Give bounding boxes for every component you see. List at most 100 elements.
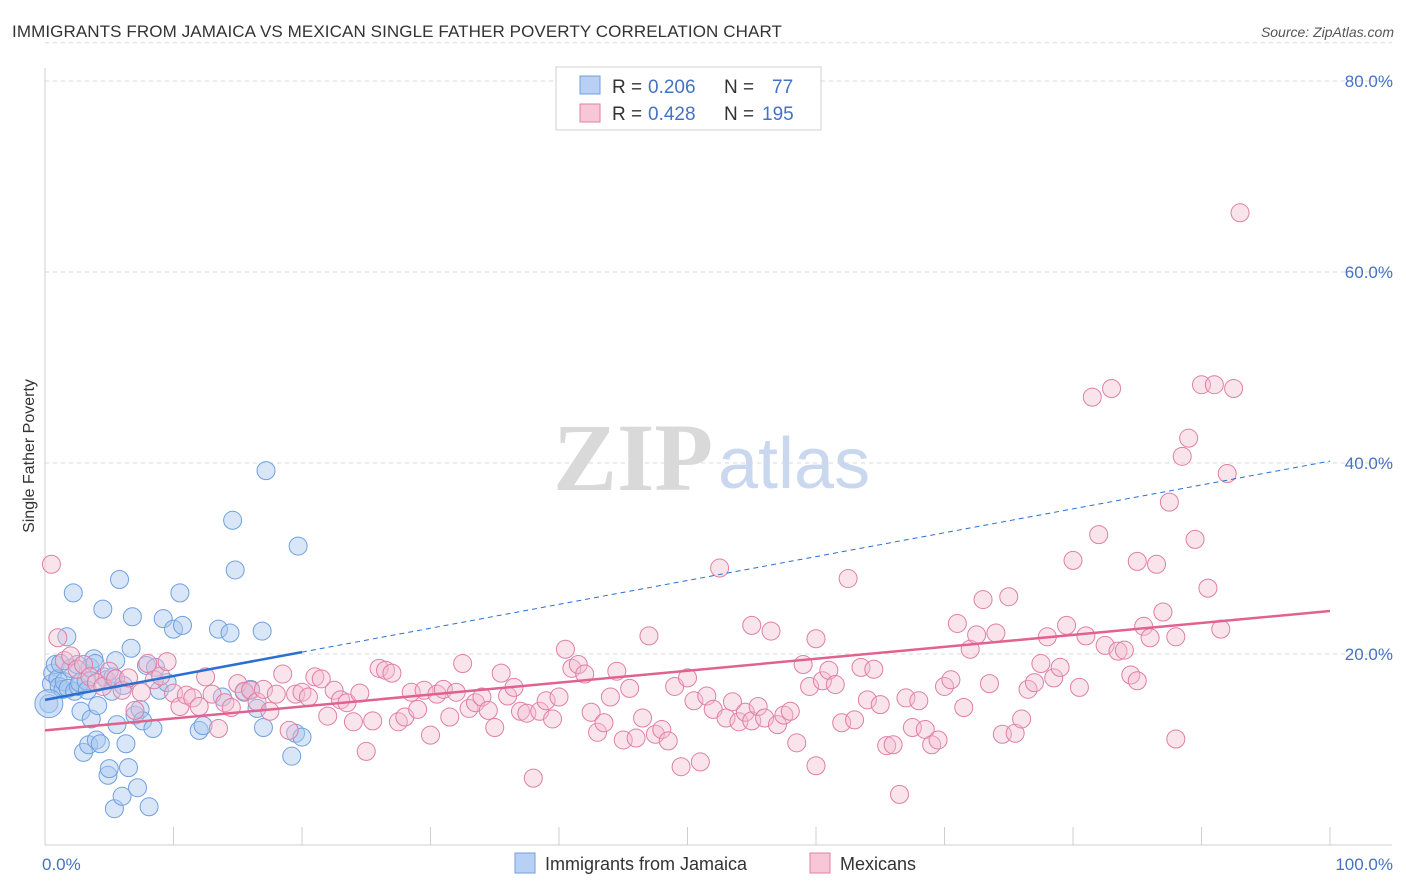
point-mexicans <box>890 784 910 804</box>
point-mexicans <box>1166 627 1186 647</box>
point-mexicans <box>690 752 710 772</box>
point-jamaica <box>130 699 150 719</box>
point-mexicans <box>1140 628 1160 648</box>
chart-title: IMMIGRANTS FROM JAMAICA VS MEXICAN SINGL… <box>12 22 782 41</box>
point-mexicans <box>356 741 376 761</box>
trend-mexicans <box>44 609 1331 732</box>
point-mexicans <box>523 768 543 788</box>
legend-r-value-1: 0.206 <box>648 77 696 98</box>
point-jamaica <box>63 583 83 603</box>
point-mexicans <box>305 667 325 687</box>
series-mexicans-points <box>41 203 1250 804</box>
point-mexicans <box>1159 492 1179 512</box>
point-mexicans <box>1127 671 1147 691</box>
point-mexicans <box>883 735 903 755</box>
point-mexicans <box>806 756 826 776</box>
point-mexicans <box>870 695 890 715</box>
point-mexicans <box>408 699 428 719</box>
point-mexicans <box>1057 615 1077 635</box>
point-mexicans <box>1230 203 1250 223</box>
point-mexicans <box>896 688 916 708</box>
point-mexicans <box>639 626 659 646</box>
point-mexicans <box>979 674 999 694</box>
y-tick-label: 60.0% <box>1345 263 1393 282</box>
point-mexicans <box>620 678 640 698</box>
point-mexicans <box>1108 641 1128 661</box>
point-mexicans <box>1185 529 1205 549</box>
point-mexicans <box>421 725 440 745</box>
point-jamaica <box>122 607 142 627</box>
point-mexicans <box>318 706 338 726</box>
point-mexicans <box>710 558 730 578</box>
legend-swatch-jamaica <box>579 75 601 95</box>
y-tick-labels: 20.0% 40.0% 60.0% 80.0% <box>1345 72 1393 664</box>
point-mexicans <box>678 668 697 688</box>
point-mexicans <box>1217 464 1237 484</box>
point-jamaica <box>252 621 272 641</box>
point-mexicans <box>588 722 608 742</box>
watermark-atlas: atlas <box>718 424 870 504</box>
point-mexicans <box>48 628 68 648</box>
point-jamaica <box>119 758 139 778</box>
point-mexicans <box>909 691 929 711</box>
point-jamaica <box>253 718 273 738</box>
x-tick-labels: 0.0% 100.0% <box>42 855 1393 874</box>
point-mexicans <box>825 675 845 695</box>
point-mexicans <box>716 708 736 728</box>
point-mexicans <box>440 707 460 727</box>
point-mexicans <box>543 709 563 729</box>
point-mexicans <box>1198 578 1218 598</box>
point-mexicans <box>1204 375 1224 395</box>
point-jamaica <box>110 570 130 590</box>
trend-jamaica-extension <box>301 460 1331 653</box>
point-mexicans <box>986 623 1006 643</box>
point-jamaica <box>288 536 308 556</box>
point-mexicans <box>581 702 601 722</box>
point-jamaica <box>90 734 110 754</box>
x-tick-label-min: 0.0% <box>42 855 81 874</box>
point-jamaica <box>282 746 302 766</box>
point-mexicans <box>1114 640 1134 660</box>
point-mexicans <box>748 697 768 717</box>
series-jamaica-points <box>34 461 312 819</box>
point-mexicans <box>626 728 646 748</box>
point-mexicans <box>652 719 672 739</box>
point-mexicans <box>1089 525 1109 545</box>
point-mexicans <box>838 569 858 589</box>
point-jamaica <box>223 510 243 530</box>
point-mexicans <box>510 701 530 721</box>
point-mexicans <box>491 663 511 683</box>
point-jamaica <box>208 619 228 639</box>
point-mexicans <box>157 652 177 672</box>
point-mexicans <box>575 664 595 684</box>
point-jamaica <box>247 698 267 718</box>
point-jamaica <box>193 716 213 736</box>
point-mexicans <box>812 671 832 691</box>
point-mexicans <box>722 692 742 712</box>
point-mexicans <box>767 715 787 735</box>
legend-n-label-1: N = <box>724 77 754 98</box>
point-jamaica <box>71 701 91 721</box>
point-mexicans <box>266 684 286 704</box>
point-mexicans <box>208 718 228 738</box>
point-mexicans <box>343 712 363 732</box>
point-mexicans <box>1031 654 1051 674</box>
point-mexicans <box>787 733 807 753</box>
point-mexicans <box>761 621 781 641</box>
y-tick-label: 80.0% <box>1345 72 1393 91</box>
point-mexicans <box>684 691 704 711</box>
point-jamaica <box>88 696 108 716</box>
point-mexicans <box>1179 428 1199 448</box>
point-mexicans <box>253 679 273 699</box>
point-mexicans <box>1005 723 1025 743</box>
point-mexicans <box>324 680 344 700</box>
bottom-legend-swatch-jamaica <box>514 852 536 874</box>
point-mexicans <box>928 730 948 750</box>
point-mexicans <box>536 691 556 711</box>
point-jamaica <box>139 797 159 817</box>
point-mexicans <box>41 554 61 574</box>
legend-r-value-2: 0.428 <box>648 104 696 125</box>
point-mexicans <box>999 587 1019 607</box>
point-jamaica <box>50 654 70 674</box>
